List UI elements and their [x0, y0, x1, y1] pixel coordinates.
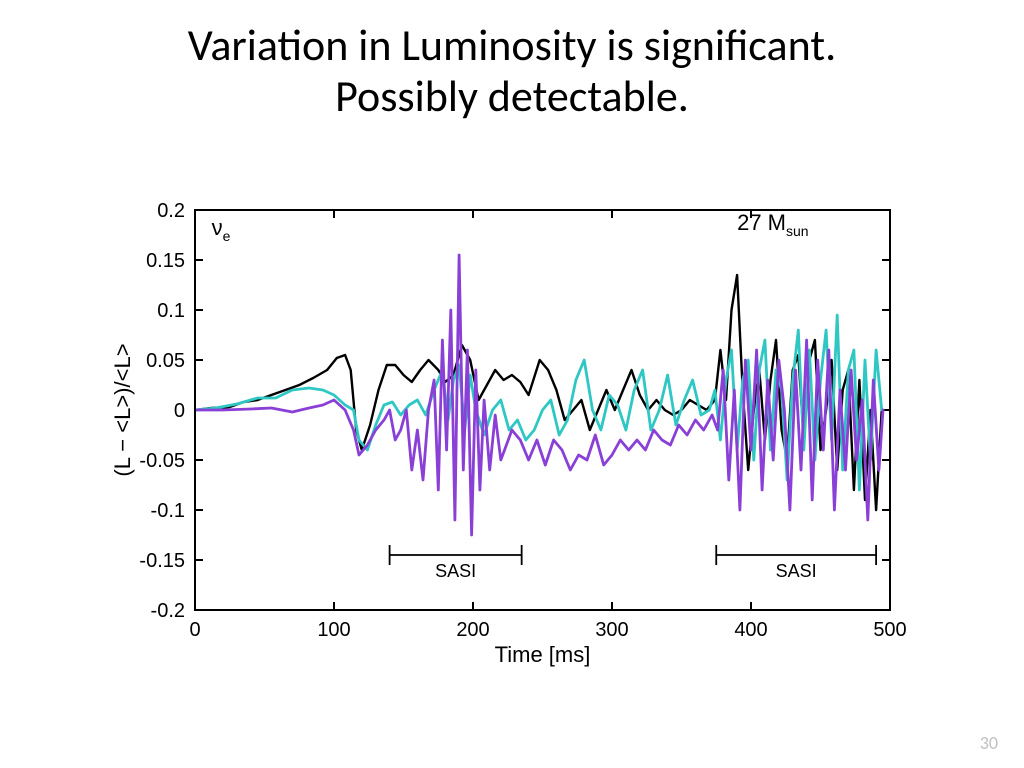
svg-text:Time [ms]: Time [ms]	[495, 642, 591, 667]
title-line-2: Possibly detectable.	[335, 69, 689, 123]
title-line-1: Variation in Luminosity is significant.	[188, 18, 836, 72]
svg-text:0.2: 0.2	[157, 200, 185, 222]
svg-text:100: 100	[317, 619, 350, 641]
svg-text:400: 400	[734, 619, 767, 641]
svg-text:200: 200	[456, 619, 489, 641]
page-number-text: 30	[980, 732, 998, 754]
svg-text:-0.05: -0.05	[139, 450, 185, 472]
svg-text:SASI: SASI	[435, 561, 476, 581]
svg-text:0.05: 0.05	[146, 350, 185, 372]
svg-text:0: 0	[189, 619, 200, 641]
svg-text:(L − <L>)/<L>: (L − <L>)/<L>	[110, 343, 135, 476]
svg-text:0.15: 0.15	[146, 250, 185, 272]
svg-text:-0.1: -0.1	[151, 500, 185, 522]
slide: Variation in Luminosity is significant. …	[0, 0, 1024, 768]
chart-svg: -0.2 -0.15 -0.1 -0.05 0 0.05 0.1 0.15 0.2 0 100 200…	[100, 190, 920, 680]
svg-text:300: 300	[595, 619, 628, 641]
svg-text:500: 500	[873, 619, 906, 641]
page-number: 30	[980, 732, 998, 754]
svg-text:SASI: SASI	[776, 561, 817, 581]
luminosity-chart: -0.2 -0.15 -0.1 -0.05 0 0.05 0.1 0.15 0.2 0 100 200…	[100, 190, 920, 680]
svg-text:0: 0	[174, 400, 185, 422]
slide-title: Variation in Luminosity is significant. …	[0, 20, 1024, 121]
svg-text:0.1: 0.1	[157, 300, 185, 322]
svg-text:-0.2: -0.2	[151, 600, 185, 622]
svg-text:-0.15: -0.15	[139, 550, 185, 572]
